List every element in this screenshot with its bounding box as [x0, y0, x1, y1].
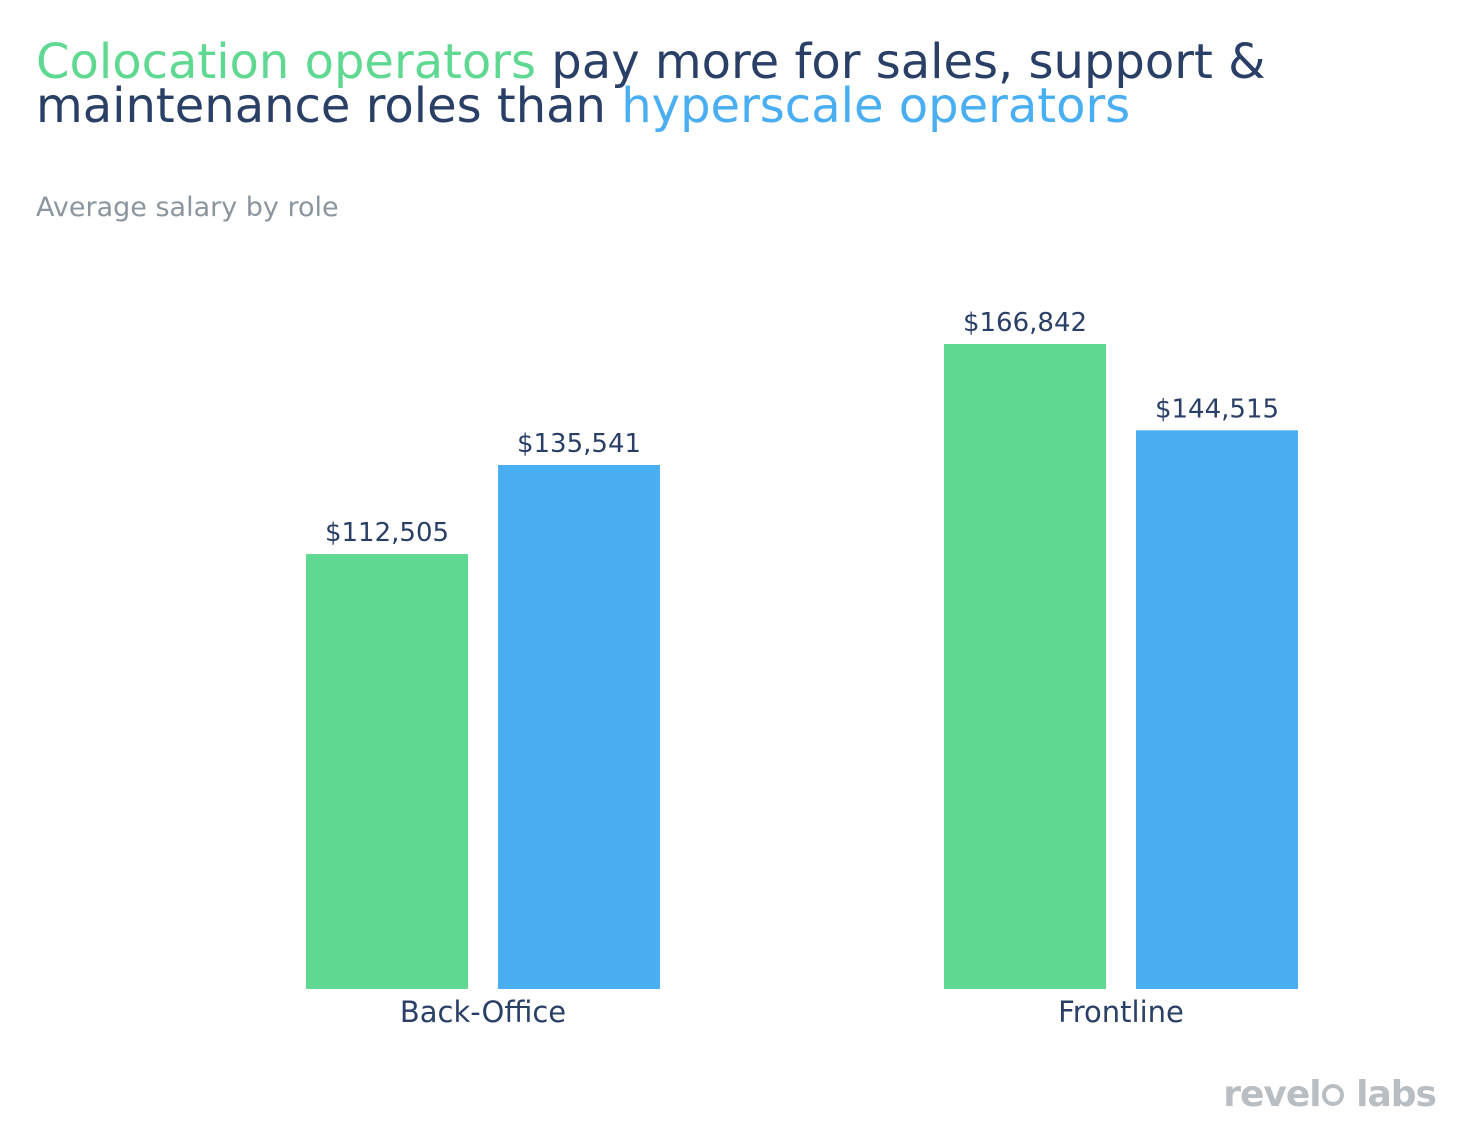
chart-title: Colocation operators pay more for sales,…: [36, 38, 1436, 130]
bar-back-office-series-2: [498, 465, 660, 989]
bar-frontline-series-1: [944, 344, 1106, 989]
logo-dot-icon: [1321, 1084, 1344, 1106]
title-middle-text: pay more for sales, support & maintenanc…: [36, 34, 1266, 134]
bar-back-office-series-1: [306, 554, 468, 989]
logo-text-end: labs: [1356, 1074, 1437, 1115]
logo-text-start: revel: [1223, 1074, 1321, 1115]
title-highlight-hyperscale: hyperscale operators: [621, 78, 1131, 134]
bar-value-label: $112,505: [325, 518, 449, 548]
bar-frontline-series-2: [1136, 430, 1298, 989]
chart-subtitle: Average salary by role: [36, 192, 339, 223]
bar-value-label: $135,541: [517, 429, 641, 459]
title-highlight-colocation: Colocation operators: [36, 34, 537, 90]
bar-value-label: $144,515: [1155, 394, 1279, 424]
bar-value-label: $166,842: [963, 308, 1087, 338]
brand-logo: revel labs: [1223, 1074, 1437, 1115]
x-axis-tick-label: Back-Office: [400, 995, 566, 1029]
x-axis-tick-label: Frontline: [1058, 995, 1184, 1029]
